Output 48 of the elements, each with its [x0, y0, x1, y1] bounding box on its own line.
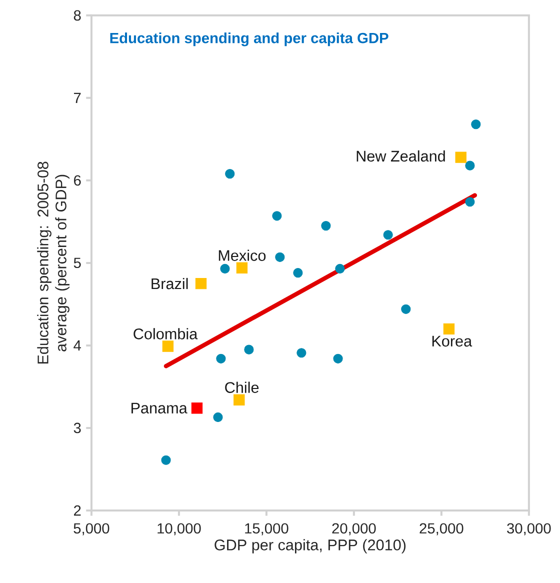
- point: [225, 169, 235, 179]
- point: [333, 354, 343, 364]
- point: [465, 160, 475, 170]
- point: [162, 340, 174, 352]
- y-tick-label: 8: [74, 10, 81, 21]
- y-tick-label: 3: [74, 422, 81, 434]
- point: [275, 252, 285, 262]
- point: [195, 278, 207, 290]
- annotation: Colombia: [134, 328, 198, 340]
- point: [161, 455, 171, 465]
- annotation: Korea: [432, 336, 472, 347]
- point: [272, 211, 282, 221]
- point: [216, 354, 226, 364]
- x-axis-title: GDP per capita, PPP (2010): [214, 539, 406, 554]
- point: [471, 120, 481, 130]
- x-tick-label: 5,000: [74, 523, 110, 536]
- x-tick-label: 30,000: [507, 523, 551, 536]
- annotation: Brazil: [152, 278, 188, 290]
- point: [443, 323, 455, 335]
- point: [236, 262, 248, 274]
- x-tick-label: 15,000: [245, 523, 288, 536]
- point: [465, 197, 475, 207]
- annotation: Chile: [225, 382, 259, 393]
- point: [213, 412, 223, 422]
- x-tick-label: 20,000: [332, 523, 376, 536]
- y-tick-label: 7: [74, 92, 81, 103]
- point: [401, 304, 411, 314]
- point: [455, 152, 466, 163]
- text: Education spending and per capita GDP: [110, 32, 388, 46]
- point: [321, 221, 331, 231]
- point: [335, 264, 345, 274]
- annotation: Mexico: [218, 250, 266, 261]
- annotation: New Zealand: [356, 150, 445, 162]
- annotation: Panama: [132, 402, 188, 414]
- point: [191, 402, 203, 414]
- y-tick-label: 4: [74, 340, 81, 350]
- point: [220, 264, 230, 274]
- y-axis-title: Education spending: 2005-08 average (percent of GDP): [37, 162, 70, 364]
- point: [296, 348, 306, 358]
- x-tick-label: 10,000: [158, 523, 201, 536]
- y-tick-label: 5: [74, 258, 81, 268]
- y-tick-label: 6: [74, 175, 81, 186]
- point: [244, 344, 254, 354]
- point: [383, 230, 393, 240]
- point: [234, 394, 245, 406]
- x-tick-label: 25,000: [420, 523, 464, 536]
- point: [293, 268, 303, 278]
- y-tick-label: 2: [74, 505, 81, 516]
